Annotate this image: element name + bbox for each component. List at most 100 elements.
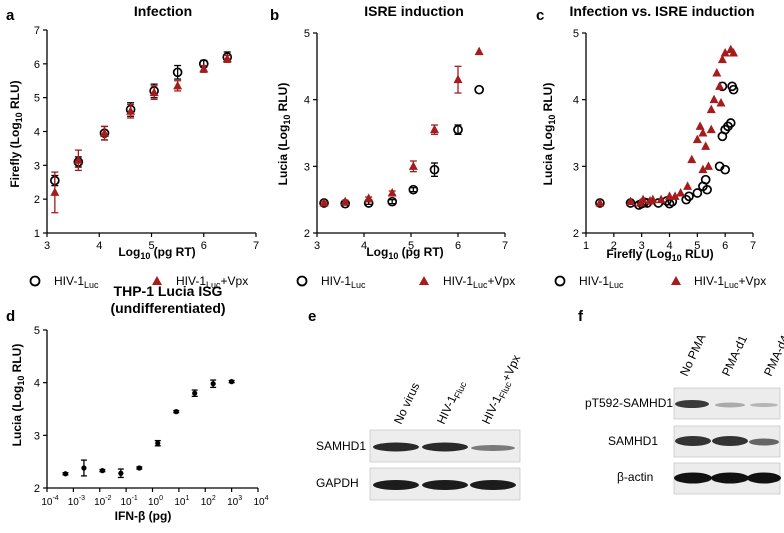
legend-c-vpx: HIV-1Luc+Vpx [694,274,766,290]
chart-d-y-tick-label: 5 [34,325,40,337]
chart-d-y-tick-label: 4 [34,378,40,390]
chart-a-x-tick-label: 6 [201,240,207,252]
panel-letter-e: e [308,308,316,325]
chart-c-point-s1-0 [595,198,605,207]
blot-f-lane-pma-d1: PMA-d1 [719,333,750,378]
chart-infection: Infection Log10 (pg RT) Firefly (Log10 R… [8,3,259,261]
legend-a: HIV-1Luc HIV-1Luc+Vpx [29,274,248,290]
chart-c-x-tick-label: 4 [666,240,672,252]
chart-a-x-tick-label: 5 [148,240,154,252]
blot-e-band-samhd1-1 [373,442,419,452]
chart-b-point-s1-3 [387,188,397,197]
chart-a-y-tick-label: 5 [34,93,40,105]
chart-b-x-tick-label: 5 [408,240,414,252]
chart-d-point-9 [229,379,235,385]
chart-c-point-s1-1 [626,196,636,206]
chart-d-x-tick-label: 102 [201,495,216,508]
panel-letter-a: a [6,7,15,24]
blot-f-band-pt592-3 [750,403,778,407]
chart-c-point-s1-11 [687,154,697,164]
chart-isre-induction: ISRE induction Log10 (pg RT) Lucia (Log1… [276,3,508,261]
chart-c-x-tick-label: 1 [583,240,589,252]
panel-letter-c: c [536,7,544,24]
blot-e-row-gapdh: GAPDH [316,476,359,490]
chart-c-x-tick-label: 3 [639,240,645,252]
blot-e-lane-hiv-fluc: HIV-1Fluc [434,377,469,427]
chart-c-point-s1-27 [698,164,708,174]
chart-c-ylabel: Lucia (Log10 RLU) [541,83,557,186]
chart-b-y-tick-label: 5 [304,28,310,40]
legend-a-circle-marker [29,275,41,287]
chart-b-y-tick-label: 4 [304,95,310,107]
chart-c-point-s1-25 [716,98,726,107]
chart-a-x-tick-label: 4 [96,240,102,252]
chart-c-point-s1-19 [712,68,722,77]
chart-c-y-tick-label: 2 [573,228,579,240]
chart-a-y-tick-label: 7 [34,25,40,37]
chart-a-x-tick-label: 7 [253,240,259,252]
chart-c-point-s1-13 [695,121,705,130]
chart-a-xlabel: Log10 (pg RT) [118,245,195,261]
chart-b-x-tick-label: 6 [455,240,461,252]
chart-d-x-tick-label: 104 [253,495,268,508]
chart-b-x-tick-label: 7 [502,240,508,252]
blot-f-row-pt592-samhd1: pT592-SAMHD1 [585,396,673,410]
chart-b-point-s0-3 [387,196,398,207]
chart-d-point-2 [99,468,105,474]
chart-d-x-tick-label: 10-4 [41,495,58,508]
chart-b-x-tick-label: 4 [361,240,367,252]
blot-e-band-gapdh-1 [373,480,419,490]
legend-c-hiv: HIV-1Luc [579,274,624,290]
panel-letter-d: d [6,308,15,325]
blot-e-lane-no-virus: No virus [391,380,422,426]
chart-c-point-s1-16 [703,161,713,170]
chart-c-point-s1-12 [692,134,702,144]
chart-d-point-0 [62,471,69,477]
chart-c-y-tick-label: 4 [573,95,579,107]
blot-f-band-actin-2 [711,472,749,484]
western-blot-e: No virus HIV-1Fluc HIV-1Fluc+Vpx SAMHD1 … [316,353,523,501]
chart-c-point-s1-18 [709,94,719,104]
chart-c-point-s0-15 [702,184,712,195]
chart-c-point-s1-6 [656,194,666,204]
legend-b: HIV-1Luc HIV-1Luc+Vpx [296,274,515,290]
chart-c-point-s1-10 [683,181,693,190]
chart-c-point-s1-17 [706,104,716,114]
blot-f-row-beta-actin: β-actin [617,470,653,484]
chart-b-point-s0-4 [408,184,419,195]
chart-a-y-tick-label: 6 [34,59,40,71]
chart-d-ylabel: Lucia (Log10 RLU) [10,344,26,447]
legend-c-triangle-marker [671,276,681,285]
chart-d-y-tick-label: 2 [34,483,40,495]
chart-c-y-tick-label: 3 [573,161,579,173]
chart-d-title-line2: (undifferentiated) [110,300,225,316]
legend-b-triangle-marker [419,276,429,285]
chart-b-y-tick-label: 3 [304,161,310,173]
chart-c-point-s1-20 [715,81,725,90]
chart-d-x-tick-label: 101 [174,495,189,508]
blot-e-band-samhd1-3 [471,445,515,451]
blot-e-band-gapdh-3 [470,480,516,490]
panel-letter-b: b [270,7,279,24]
chart-c-point-s1-5 [648,194,658,204]
chart-c-title: Infection vs. ISRE induction [569,3,754,19]
chart-d-point-5 [155,440,161,446]
chart-infection-vs-isre: Infection vs. ISRE induction Firefly (Lo… [541,3,756,263]
chart-c-point-s1-22 [720,48,730,57]
chart-a-point-s0-5 [172,67,183,78]
chart-d-point-8 [210,381,216,387]
chart-d-x-tick-label: 10-3 [68,495,85,508]
chart-a-point-s1-7 [222,53,232,63]
chart-c-xlabel: Firefly (Log10 RLU) [606,247,713,263]
chart-a-x-tick-label: 3 [44,240,50,252]
chart-c-x-tick-label: 7 [750,240,756,252]
chart-c-point-s0-20 [725,118,736,128]
legend-a-hiv: HIV-1Luc [54,274,99,290]
chart-a-y-tick-label: 1 [34,228,40,240]
chart-c-point-s1-9 [676,188,686,197]
western-blot-f: No PMA PMA-d1 PMA-d4 pT592-SAMHD1 SAMHD1… [585,332,784,495]
blot-f-band-pt592-1 [675,400,709,408]
chart-a-point-s1-3 [126,106,136,115]
chart-d-point-3 [118,470,124,476]
